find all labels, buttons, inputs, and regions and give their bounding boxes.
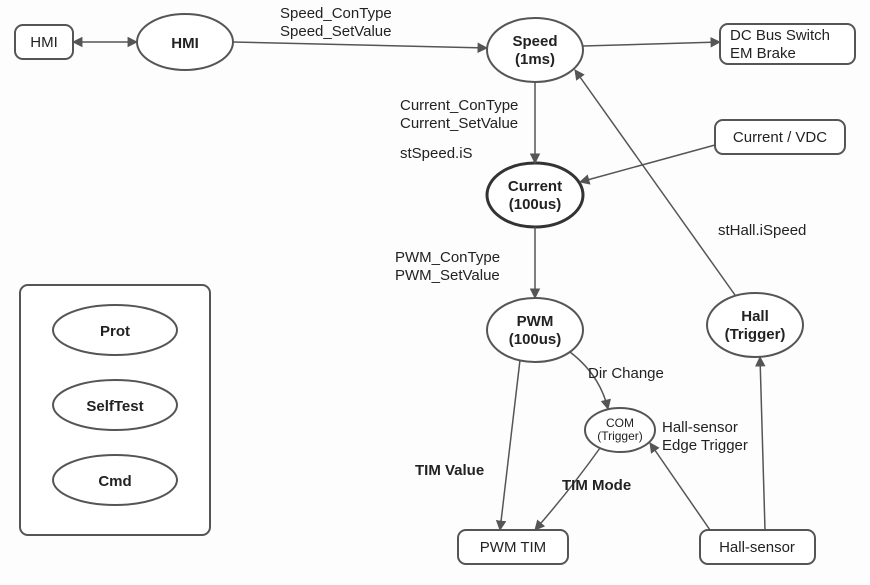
label-speed-setvalue: Speed_SetValue [280, 23, 391, 40]
pwm-label1: PWM [517, 313, 554, 330]
hall-trigger-label2: (Trigger) [725, 326, 786, 343]
current-vdc-label: Current / VDC [733, 129, 827, 146]
pwm-tim-label: PWM TIM [480, 539, 546, 556]
label-current-contype: Current_ConType [400, 97, 518, 114]
label-hall-edge2: Edge Trigger [662, 437, 748, 454]
speed-label2: (1ms) [515, 51, 555, 68]
cmd-label: Cmd [98, 473, 131, 490]
label-current-setvalue: Current_SetValue [400, 115, 518, 132]
edge-hallsensor-halltrigger [760, 357, 765, 530]
selftest-label: SelfTest [86, 398, 143, 415]
edge-hmi-speed [233, 42, 487, 48]
speed-label1: Speed [512, 33, 557, 50]
label-pwm-contype: PWM_ConType [395, 249, 500, 266]
speed-node [487, 18, 583, 82]
current-label1: Current [508, 178, 562, 195]
label-hall-edge1: Hall-sensor [662, 419, 738, 436]
label-tim-mode: TIM Mode [562, 477, 631, 494]
dcbus-label2: EM Brake [730, 45, 796, 62]
edge-hallsensor-com [650, 443, 710, 530]
dcbus-label1: DC Bus Switch [730, 27, 830, 44]
hall-trigger-label1: Hall [741, 308, 769, 325]
edge-cvdc-current [580, 145, 715, 182]
label-dir-change: Dir Change [588, 365, 664, 382]
edge-pwm-pwmtim [500, 360, 520, 530]
hmi-ellipse-label: HMI [171, 35, 199, 52]
edge-hall-speed [575, 70, 735, 295]
com-label2: (Trigger) [597, 429, 643, 443]
label-sthall-ispeed: stHall.iSpeed [718, 222, 806, 239]
label-tim-value: TIM Value [415, 462, 484, 479]
current-node [487, 163, 583, 227]
hmi-box-label: HMI [30, 34, 58, 51]
label-pwm-setvalue: PWM_SetValue [395, 267, 500, 284]
hall-sensor-label: Hall-sensor [719, 539, 795, 556]
pwm-node [487, 298, 583, 362]
pwm-label2: (100us) [509, 331, 562, 348]
edge-speed-dcbus [583, 42, 720, 46]
label-stspeed-is: stSpeed.iS [400, 145, 473, 162]
label-speed-contype: Speed_ConType [280, 5, 392, 22]
hall-trigger-node [707, 293, 803, 357]
com-label1: COM [606, 416, 634, 430]
current-label2: (100us) [509, 196, 562, 213]
prot-label: Prot [100, 323, 130, 340]
